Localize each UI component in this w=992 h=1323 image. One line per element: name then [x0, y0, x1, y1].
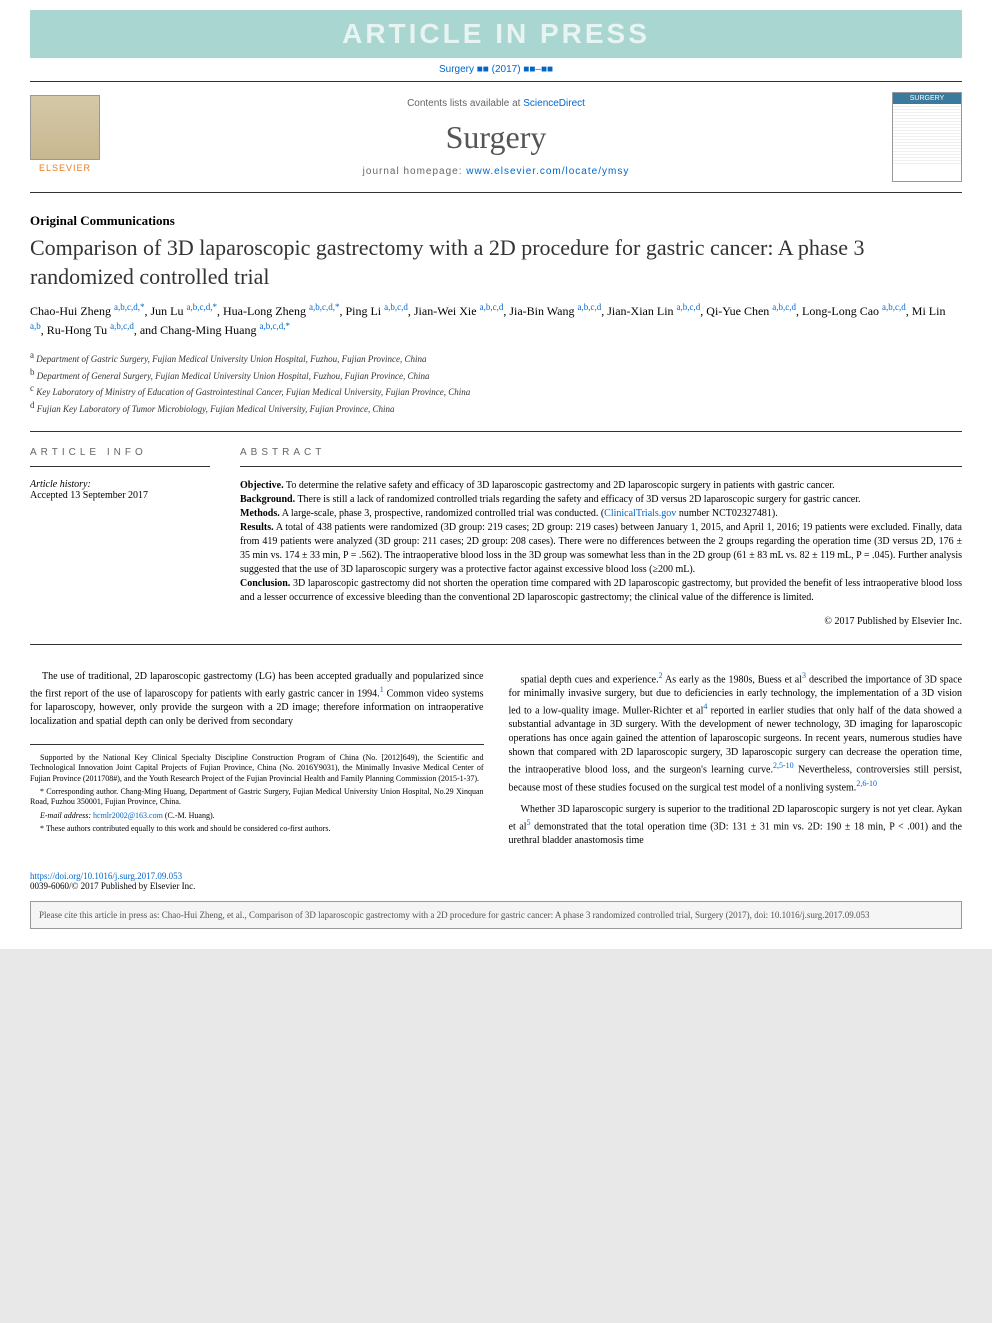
right-column: spatial depth cues and experience.2 As e…: [509, 670, 963, 857]
body-paragraph: The use of traditional, 2D laparoscopic …: [30, 670, 484, 729]
ref-25-10[interactable]: 2,5-10: [773, 761, 794, 770]
issn-copyright: 0039-6060/© 2017 Published by Elsevier I…: [30, 881, 195, 891]
info-abstract-row: ARTICLE INFO Article history: Accepted 1…: [30, 431, 962, 645]
body-columns: The use of traditional, 2D laparoscopic …: [30, 670, 962, 857]
funding-note: Supported by the National Key Clinical S…: [30, 753, 484, 784]
affil-c: c Key Laboratory of Ministry of Educatio…: [30, 382, 962, 399]
journal-cover-thumbnail: SURGERY: [892, 92, 962, 182]
affil-a: a Department of Gastric Surgery, Fujian …: [30, 349, 962, 366]
cover-label: SURGERY: [893, 93, 961, 104]
body-paragraph: spatial depth cues and experience.2 As e…: [509, 670, 963, 795]
page: ARTICLE IN PRESS Surgery ■■ (2017) ■■–■■…: [0, 0, 992, 949]
cover-body: [893, 104, 961, 164]
abstract-copyright: © 2017 Published by Elsevier Inc.: [240, 615, 962, 629]
affil-d: d Fujian Key Laboratory of Tumor Microbi…: [30, 399, 962, 416]
citation-line: Surgery ■■ (2017) ■■–■■: [0, 64, 992, 75]
elsevier-logo: ELSEVIER: [30, 95, 100, 180]
contents-prefix: Contents lists available at: [407, 98, 523, 109]
article-info-header: ARTICLE INFO: [30, 447, 210, 467]
homepage-prefix: journal homepage:: [363, 166, 467, 177]
affiliations: a Department of Gastric Surgery, Fujian …: [30, 349, 962, 415]
sciencedirect-link[interactable]: ScienceDirect: [523, 98, 585, 109]
journal-header: ELSEVIER Contents lists available at Sci…: [30, 81, 962, 193]
abstract: ABSTRACT Objective. To determine the rel…: [240, 447, 962, 629]
article-info: ARTICLE INFO Article history: Accepted 1…: [30, 447, 210, 629]
footnotes: Supported by the National Key Clinical S…: [30, 744, 484, 835]
homepage-line: journal homepage: www.elsevier.com/locat…: [115, 166, 877, 177]
left-column: The use of traditional, 2D laparoscopic …: [30, 670, 484, 857]
citation-box: Please cite this article in press as: Ch…: [30, 901, 962, 929]
corresponding-author: * Corresponding author. Chang-Ming Huang…: [30, 787, 484, 808]
body-paragraph: Whether 3D laparoscopic surgery is super…: [509, 803, 963, 848]
abstract-text: Objective. To determine the relative saf…: [240, 479, 962, 629]
doi-link[interactable]: https://doi.org/10.1016/j.surg.2017.09.0…: [30, 871, 182, 881]
doi-block: https://doi.org/10.1016/j.surg.2017.09.0…: [30, 871, 962, 891]
accepted-date: Accepted 13 September 2017: [30, 490, 210, 501]
abstract-header: ABSTRACT: [240, 447, 962, 467]
cofirst-note: * These authors contributed equally to t…: [30, 824, 484, 834]
section-label: Original Communications: [30, 213, 962, 229]
elsevier-label: ELSEVIER: [39, 163, 91, 173]
header-center: Contents lists available at ScienceDirec…: [115, 98, 877, 177]
history-label: Article history:: [30, 479, 210, 490]
journal-name: Surgery: [115, 119, 877, 156]
article-title: Comparison of 3D laparoscopic gastrectom…: [30, 234, 962, 291]
ref-26-10[interactable]: 2,6-10: [856, 779, 877, 788]
authors-list: Chao-Hui Zheng a,b,c,d,*, Jun Lu a,b,c,d…: [30, 301, 962, 339]
email-link[interactable]: hcmlr2002@163.com: [93, 811, 163, 820]
homepage-link[interactable]: www.elsevier.com/locate/ymsy: [466, 166, 629, 177]
article-in-press-banner: ARTICLE IN PRESS: [30, 10, 962, 58]
elsevier-tree-icon: [30, 95, 100, 160]
affil-b: b Department of General Surgery, Fujian …: [30, 366, 962, 383]
email-line: E-mail address: hcmlr2002@163.com (C.-M.…: [30, 811, 484, 821]
contents-line: Contents lists available at ScienceDirec…: [115, 98, 877, 109]
clinicaltrials-link[interactable]: ClinicalTrials.gov: [604, 508, 676, 519]
